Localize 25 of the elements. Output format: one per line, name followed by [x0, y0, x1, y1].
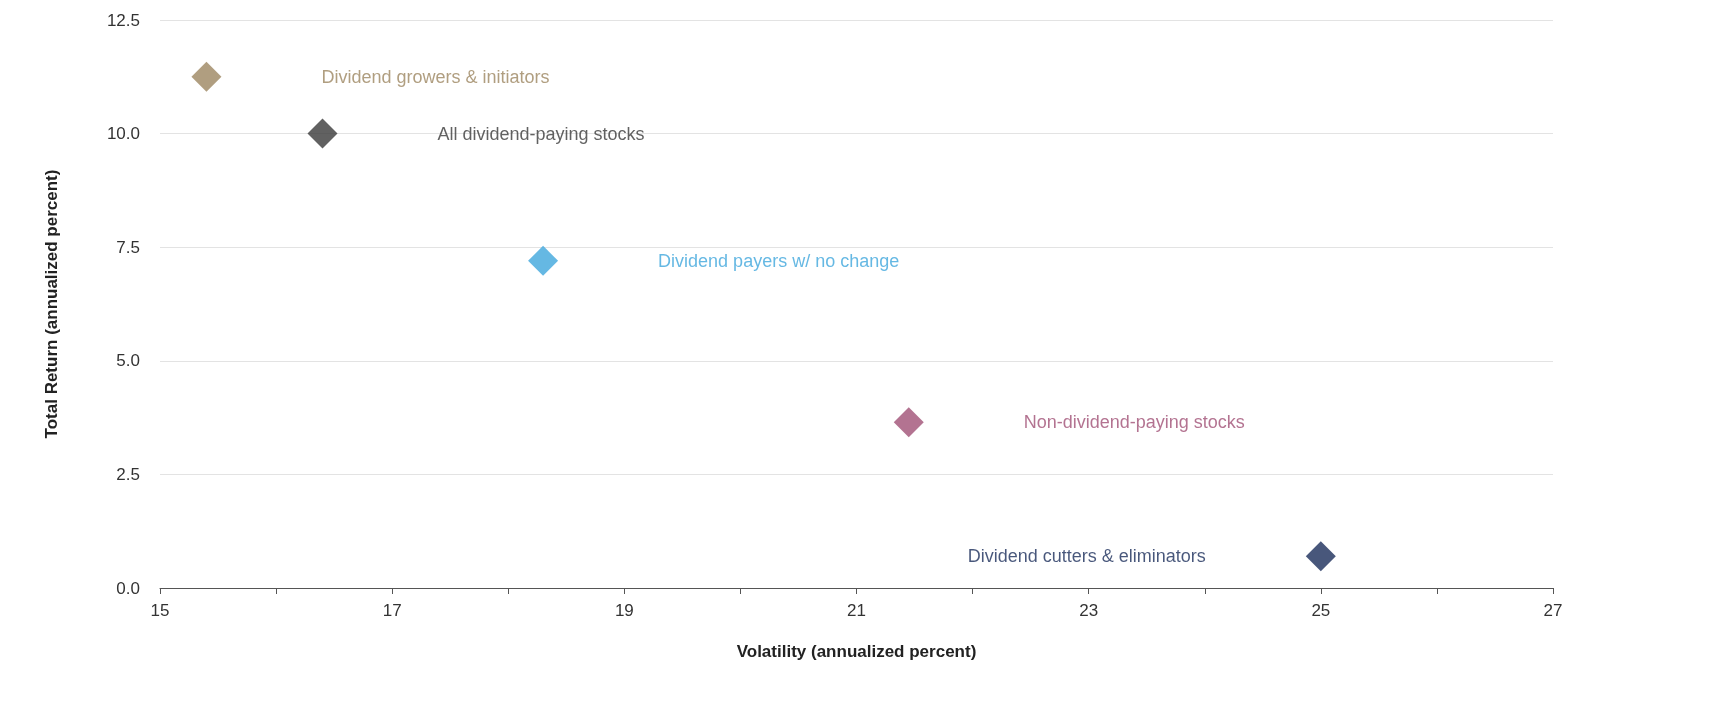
point — [528, 245, 559, 276]
text: All dividend-paying stocks — [437, 123, 645, 144]
point — [1305, 541, 1336, 572]
x-tick-label: 17 — [382, 601, 402, 620]
x-tick-label: 27 — [1543, 601, 1563, 620]
text: Dividend cutters & eliminators — [967, 546, 1206, 567]
x-axis-title: Volatility (annualized percent) — [736, 642, 977, 661]
y-tick-label: 0.0 — [116, 578, 140, 598]
x-tick-label: 25 — [1311, 601, 1331, 620]
text: Non-dividend-paying stocks — [1023, 412, 1245, 433]
y-tick-label: 12.5 — [106, 10, 140, 30]
y-tick-label: 7.5 — [116, 237, 140, 257]
y-axis-title: Total Return (annualized percent) — [42, 169, 61, 439]
x-tick-label: 15 — [150, 601, 170, 620]
text: Dividend payers w/ no change — [658, 250, 900, 271]
point — [307, 118, 338, 149]
x-tick-label: 21 — [847, 601, 866, 620]
x-tick-label: 19 — [614, 601, 634, 620]
point — [893, 407, 924, 438]
point — [191, 61, 222, 92]
y-tick-label: 10.0 — [106, 124, 140, 144]
y-tick-label: 5.0 — [116, 351, 140, 371]
y-tick-label: 2.5 — [116, 464, 140, 484]
x-tick-label: 23 — [1079, 601, 1099, 620]
text: Dividend growers & initiators — [321, 66, 550, 87]
